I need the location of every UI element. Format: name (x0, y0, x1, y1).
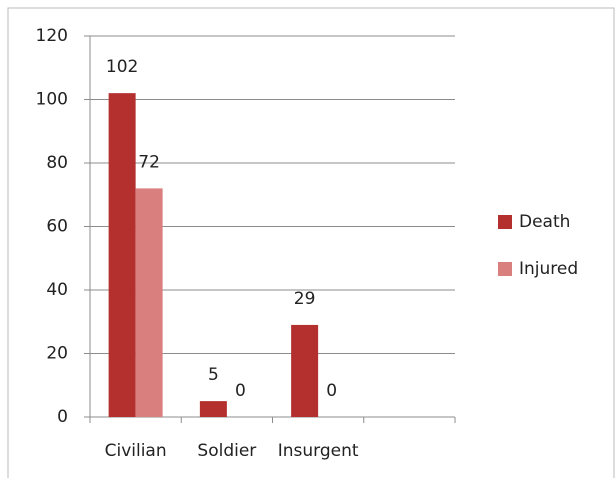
bar (135, 188, 163, 417)
y-tick-label: 100 (36, 90, 68, 110)
data-label: 102 (106, 57, 138, 77)
legend-swatch (498, 215, 512, 229)
legend-label: Injured (519, 259, 578, 279)
data-label: 0 (326, 381, 337, 401)
x-tick-label: Soldier (197, 441, 256, 461)
bar (199, 401, 227, 417)
chart-border (7, 7, 615, 478)
data-label: 5 (208, 365, 219, 385)
y-tick-label: 0 (57, 407, 68, 427)
y-tick-label: 40 (46, 280, 68, 300)
y-tick-label: 20 (46, 344, 68, 364)
legend-swatch (498, 262, 512, 276)
data-label: 72 (138, 152, 160, 172)
legend-label: Death (519, 212, 570, 232)
data-label: 0 (235, 381, 246, 401)
data-label: 29 (294, 289, 316, 309)
y-tick-label: 120 (36, 26, 68, 46)
bar (108, 93, 136, 418)
x-tick-label: Civilian (105, 441, 167, 461)
x-tick-label: Insurgent (278, 441, 359, 461)
y-tick-label: 80 (46, 153, 68, 173)
bar (291, 324, 319, 417)
y-tick-label: 60 (46, 217, 68, 237)
